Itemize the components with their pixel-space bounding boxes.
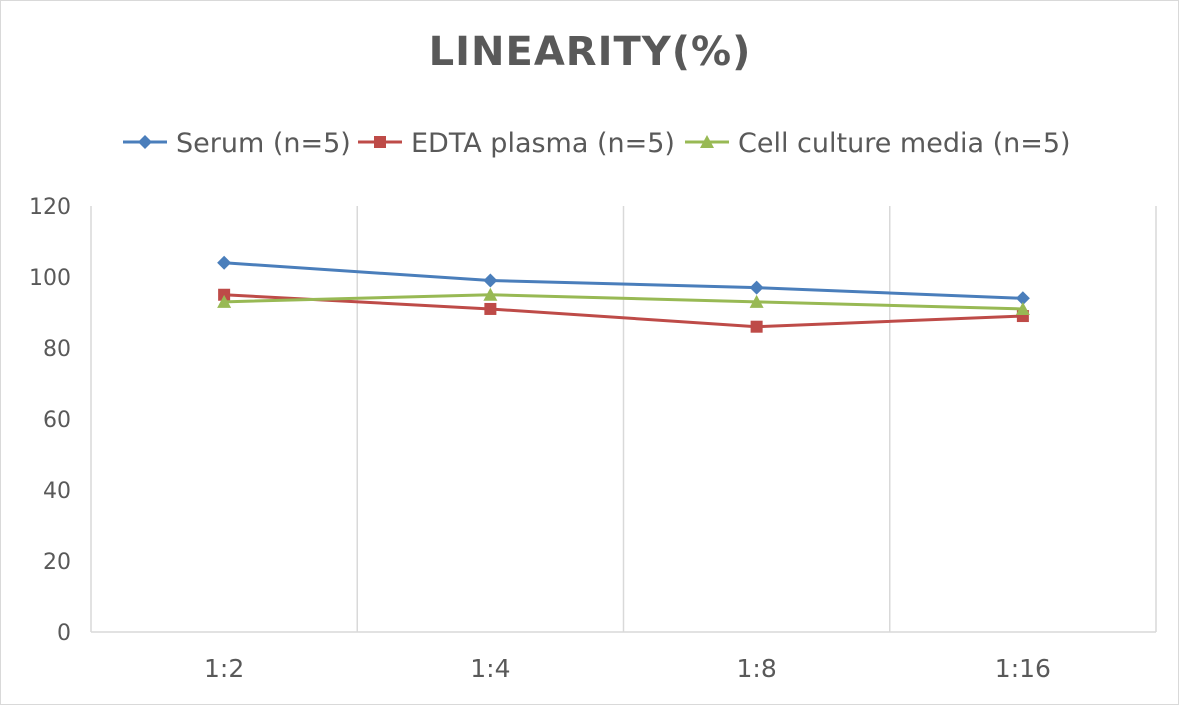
chart-title: LINEARITY(%) xyxy=(429,29,752,75)
y-tick-label: 80 xyxy=(43,337,71,362)
data-point-marker xyxy=(483,287,498,301)
legend-item: Serum (n=5) xyxy=(123,128,351,159)
legend-label: Serum (n=5) xyxy=(176,128,351,159)
data-point-marker xyxy=(1015,291,1030,306)
data-point-marker xyxy=(484,302,497,315)
series-line xyxy=(224,293,1023,311)
data-point-marker xyxy=(749,280,764,295)
y-tick-label: 20 xyxy=(43,550,71,575)
data-point-marker xyxy=(217,294,232,308)
data-point-marker xyxy=(483,273,498,288)
legend-item: Cell culture media (n=5) xyxy=(685,128,1071,159)
x-tick-label: 1:2 xyxy=(204,654,244,683)
legend-item: EDTA plasma (n=5) xyxy=(358,128,675,159)
y-tick-label: 0 xyxy=(57,621,71,646)
y-tick-label: 120 xyxy=(29,195,71,220)
series-2 xyxy=(217,287,1030,315)
x-tick-label: 1:8 xyxy=(737,654,777,683)
data-point-marker xyxy=(1015,301,1030,315)
y-tick-label: 100 xyxy=(29,266,71,291)
legend-label: EDTA plasma (n=5) xyxy=(411,128,675,159)
grid xyxy=(90,206,1157,632)
y-tick-label: 60 xyxy=(43,408,71,433)
legend: Serum (n=5) EDTA plasma (n=5) Cell culture… xyxy=(123,128,1071,159)
axes: 0 20 40 60 80 100 120 1:2 1:4 1:8 1:16 xyxy=(29,195,1156,683)
legend-marker xyxy=(374,136,386,148)
data-point-marker xyxy=(749,294,764,308)
y-tick-label: 40 xyxy=(43,479,71,504)
series-group xyxy=(217,255,1030,333)
x-tick-label: 1:16 xyxy=(995,654,1051,683)
series-line xyxy=(224,261,1023,300)
x-tick-label: 1:4 xyxy=(470,654,510,683)
data-point-marker xyxy=(750,320,763,333)
legend-marker xyxy=(700,135,714,148)
series-line xyxy=(224,293,1023,329)
legend-label: Cell culture media (n=5) xyxy=(738,128,1071,159)
data-point-marker xyxy=(217,255,232,270)
data-point-marker xyxy=(218,288,231,301)
legend-marker xyxy=(138,135,152,149)
series-1 xyxy=(218,288,1029,333)
series-0 xyxy=(217,255,1030,306)
